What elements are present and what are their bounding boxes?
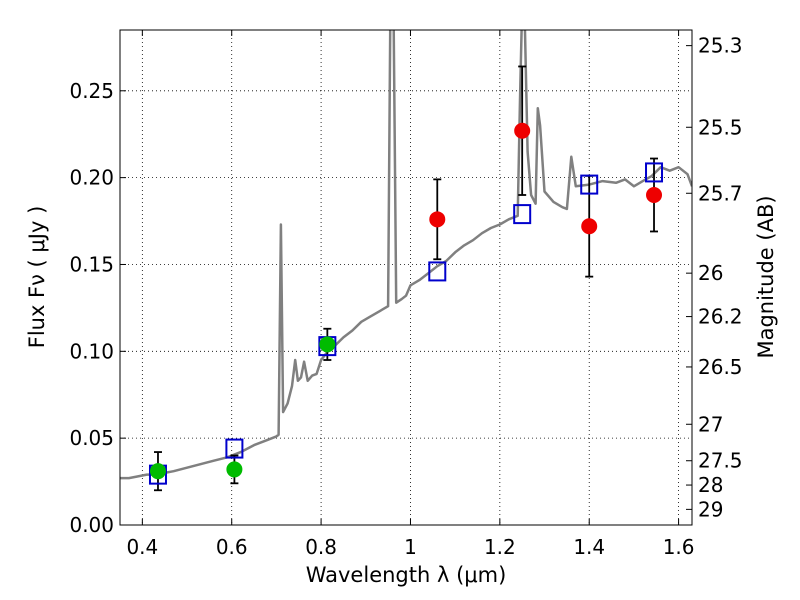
x-tick-label: 1.2 (484, 535, 516, 559)
right-tick-label: 26.5 (698, 355, 743, 379)
model-photometry-square (513, 204, 532, 225)
x-tick-label: 1.4 (573, 535, 605, 559)
model-photometry-square (428, 261, 447, 282)
right-tick-label: 27.5 (698, 449, 743, 473)
right-tick-label: 29 (698, 497, 723, 521)
observed-data-point (646, 187, 663, 203)
x-tick-label: 1 (404, 535, 417, 559)
right-tick-label: 25.7 (698, 181, 743, 205)
observed-data-point (319, 336, 336, 353)
y-tick-label: 0.10 (69, 339, 114, 363)
y-tick-label: 0.05 (69, 426, 114, 450)
model-photometry-square (645, 162, 664, 183)
right-tick-label: 26 (698, 261, 723, 285)
plot-frame (119, 29, 693, 526)
x-tick-label: 1.6 (663, 535, 695, 559)
model-photometry-square (580, 174, 599, 195)
x-tick-label: 0.4 (126, 535, 158, 559)
model-photometry-square (225, 438, 244, 459)
right-axis-title: Magnitude (AB) (754, 195, 778, 358)
error-bars-layer (153, 65, 659, 492)
tick-labels: 0.4 0.6 0.8 1 1.2 1.4 1.6 0.00 0.05 0.10 0.15 0.20 0… (69, 34, 742, 559)
right-tick-label: 28 (698, 473, 723, 497)
y-tick-label: 0.20 (69, 166, 114, 190)
y-tick-label: 0.25 (69, 79, 114, 103)
y-axis-title: Flux Fν ( μJy ) (25, 206, 49, 349)
right-tick-label: 25.5 (698, 115, 743, 139)
x-axis-title: Wavelength λ (μm) (306, 563, 507, 587)
right-tick-label: 26.2 (698, 305, 743, 329)
observed-data-point (226, 461, 243, 478)
right-tick-label: 25.3 (698, 34, 743, 58)
x-tick-label: 0.8 (305, 535, 337, 559)
right-tick-label: 27 (698, 412, 723, 436)
markers-layer (148, 122, 664, 485)
y-tick-label: 0.00 (69, 513, 114, 537)
spectrum-line (120, 30, 692, 480)
x-tick-label: 0.6 (216, 535, 248, 559)
tick-marks (120, 30, 692, 526)
observed-data-point (514, 122, 531, 139)
y-tick-label: 0.15 (69, 252, 114, 276)
spectrum-layer (120, 30, 692, 480)
observed-data-point (429, 211, 446, 228)
grid-lines (120, 30, 692, 526)
observed-data-point (581, 218, 598, 235)
observed-data-point (149, 463, 166, 480)
